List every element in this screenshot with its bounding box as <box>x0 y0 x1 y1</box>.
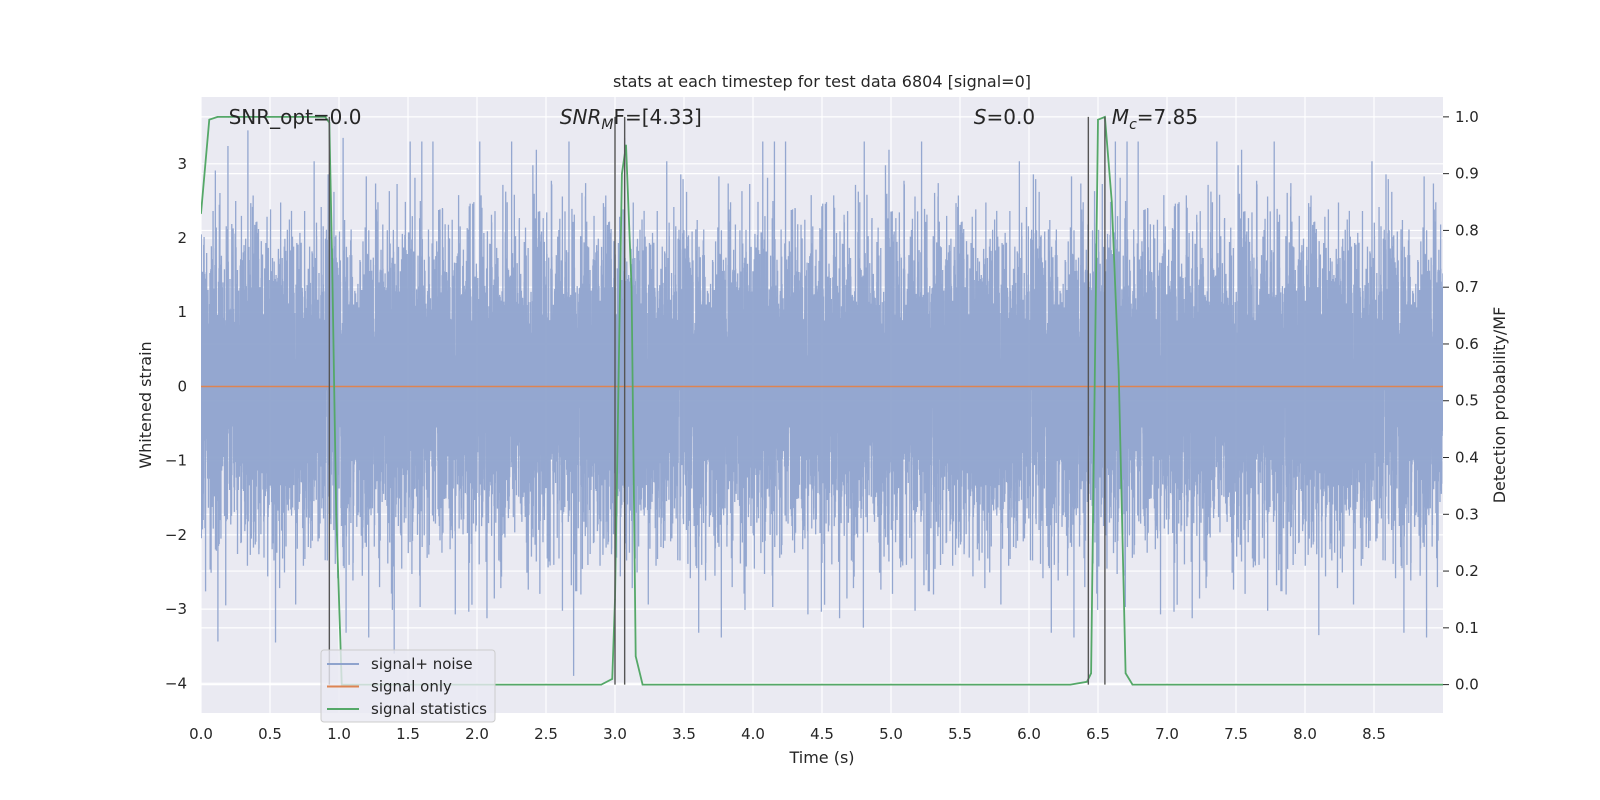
legend-label-signal-statistics: signal statistics <box>371 700 487 718</box>
signal-statistics-point <box>1028 683 1030 686</box>
x-ticks: 0.0 0.5 1.0 1.5 2.0 2.5 3.0 3.5 4.0 4.5 5.0 5.5 6.0 6… <box>189 725 1386 743</box>
legend-label-signal-noise: signal+ noise <box>371 655 473 673</box>
signal-statistics-point <box>241 116 244 118</box>
y2-tick-label: 0.7 <box>1455 278 1479 296</box>
legend-label-signal-only: signal only <box>371 678 452 696</box>
vertical-markers <box>328 116 1106 685</box>
x-tick-label: 7.5 <box>1224 725 1248 743</box>
signal-statistics-point <box>1117 371 1120 374</box>
annotations: SNR_opt=0.0 SNRMF=[4.33] S=0.0 Mc=7.85 <box>229 105 1198 133</box>
y-tick-label: −3 <box>165 600 187 618</box>
y2-tick-label: 0.3 <box>1455 505 1479 523</box>
x-tick-label: 2.0 <box>465 725 489 743</box>
signal-statistics-point <box>331 258 333 260</box>
signal-statistics-point <box>1166 683 1168 686</box>
signal-statistics-point <box>634 655 637 658</box>
signal-statistics-point <box>1124 672 1127 675</box>
x-tick-label: 1.0 <box>327 725 351 743</box>
x-tick-label: 4.0 <box>741 725 765 743</box>
x-tick-label: 0.0 <box>189 725 213 743</box>
y-tick-label: 3 <box>177 155 187 173</box>
signal-statistics-point <box>1304 683 1306 686</box>
y-tick-label: 0 <box>177 377 187 395</box>
signal-statistics-point <box>890 683 892 686</box>
series-signal-noise <box>201 130 1443 676</box>
signal-statistics-point <box>269 116 271 118</box>
x-axis-label: Time (s) <box>788 748 854 767</box>
x-tick-label: 0.5 <box>258 725 282 743</box>
legend-box <box>320 649 496 723</box>
signal-statistics-point <box>1097 118 1099 121</box>
x-tick-label: 8.5 <box>1362 725 1386 743</box>
signal-statistics-point <box>641 683 644 686</box>
y-tick-label: −2 <box>165 526 187 544</box>
y2-tick-label: 0.9 <box>1455 165 1479 183</box>
data-layer <box>201 115 1443 686</box>
y-tick-label: −1 <box>165 452 187 470</box>
y-axis-label: Whitened strain <box>136 341 155 468</box>
x-tick-label: 5.0 <box>879 725 903 743</box>
annotation-text: SNR_opt=0.0 <box>229 105 362 129</box>
signal-statistics-point <box>683 683 685 686</box>
y2-tick-label: 0.6 <box>1455 335 1479 353</box>
legend: signal+ noise signal only signal statist… <box>320 649 496 723</box>
y2-axis-label: Detection probability/MF <box>1490 307 1509 504</box>
signal-statistics-point <box>1111 201 1113 203</box>
signal-statistics-point <box>1069 683 1072 686</box>
y2-tick-label: 1.0 <box>1455 108 1479 126</box>
signal-statistics-point <box>208 118 211 121</box>
x-tick-label: 6.5 <box>1086 725 1110 743</box>
x-tick-label: 8.0 <box>1293 725 1317 743</box>
signal-statistics-point <box>227 116 230 118</box>
signal-statistics-point <box>1090 672 1092 675</box>
x-tick-label: 6.0 <box>1017 725 1041 743</box>
x-tick-label: 3.5 <box>672 725 696 743</box>
y2-tick-label: 0.0 <box>1455 676 1479 694</box>
signal-statistics-point <box>600 683 602 686</box>
y2-ticks: 1.0 0.9 0.8 0.7 0.6 0.5 0.4 0.3 0.2 0.1 0.0 <box>1443 108 1479 694</box>
signal-statistics-point <box>611 678 614 680</box>
signal-statistics-point <box>317 116 320 118</box>
annotation-text: SNRMF=[4.33] <box>560 105 702 133</box>
y2-tick-label: 0.2 <box>1455 562 1479 580</box>
signal-statistics-point <box>201 212 202 215</box>
y-tick-label: 2 <box>177 229 187 247</box>
y2-tick-label: 0.8 <box>1455 221 1479 239</box>
x-tick-label: 1.5 <box>396 725 420 743</box>
signal-statistics-point <box>621 172 623 175</box>
signal-statistics-point <box>335 513 338 516</box>
annotation-text: Mc=7.85 <box>1112 105 1198 133</box>
signal-statistics-point <box>296 116 299 118</box>
signal-statistics-point <box>216 116 219 118</box>
y-tick-label: −4 <box>165 674 187 692</box>
y2-tick-label: 0.1 <box>1455 619 1479 637</box>
signal-statistics-point <box>1131 683 1134 686</box>
x-tick-label: 7.0 <box>1155 725 1179 743</box>
signal-statistics-point <box>1442 683 1443 686</box>
y2-tick-label: 0.4 <box>1455 449 1479 467</box>
y-ticks: 3 2 1 0 −1 −2 −3 −4 <box>165 155 187 693</box>
annotation-text: S=0.0 <box>974 105 1035 129</box>
signal-statistics-point <box>630 286 633 288</box>
signal-statistics-point <box>324 116 327 118</box>
x-tick-label: 2.5 <box>534 725 558 743</box>
x-tick-label: 5.5 <box>948 725 972 743</box>
x-tick-label: 4.5 <box>810 725 834 743</box>
signal-statistics-point <box>545 683 547 686</box>
signal-statistics-point <box>625 144 627 147</box>
y2-tick-label: 0.5 <box>1455 392 1479 410</box>
signal-statistics-point <box>1086 680 1088 683</box>
signal-statistics-point <box>752 683 754 686</box>
y-tick-label: 1 <box>177 303 187 321</box>
x-tick-label: 3.0 <box>603 725 627 743</box>
chart-title: stats at each timestep for test data 680… <box>613 72 1031 91</box>
